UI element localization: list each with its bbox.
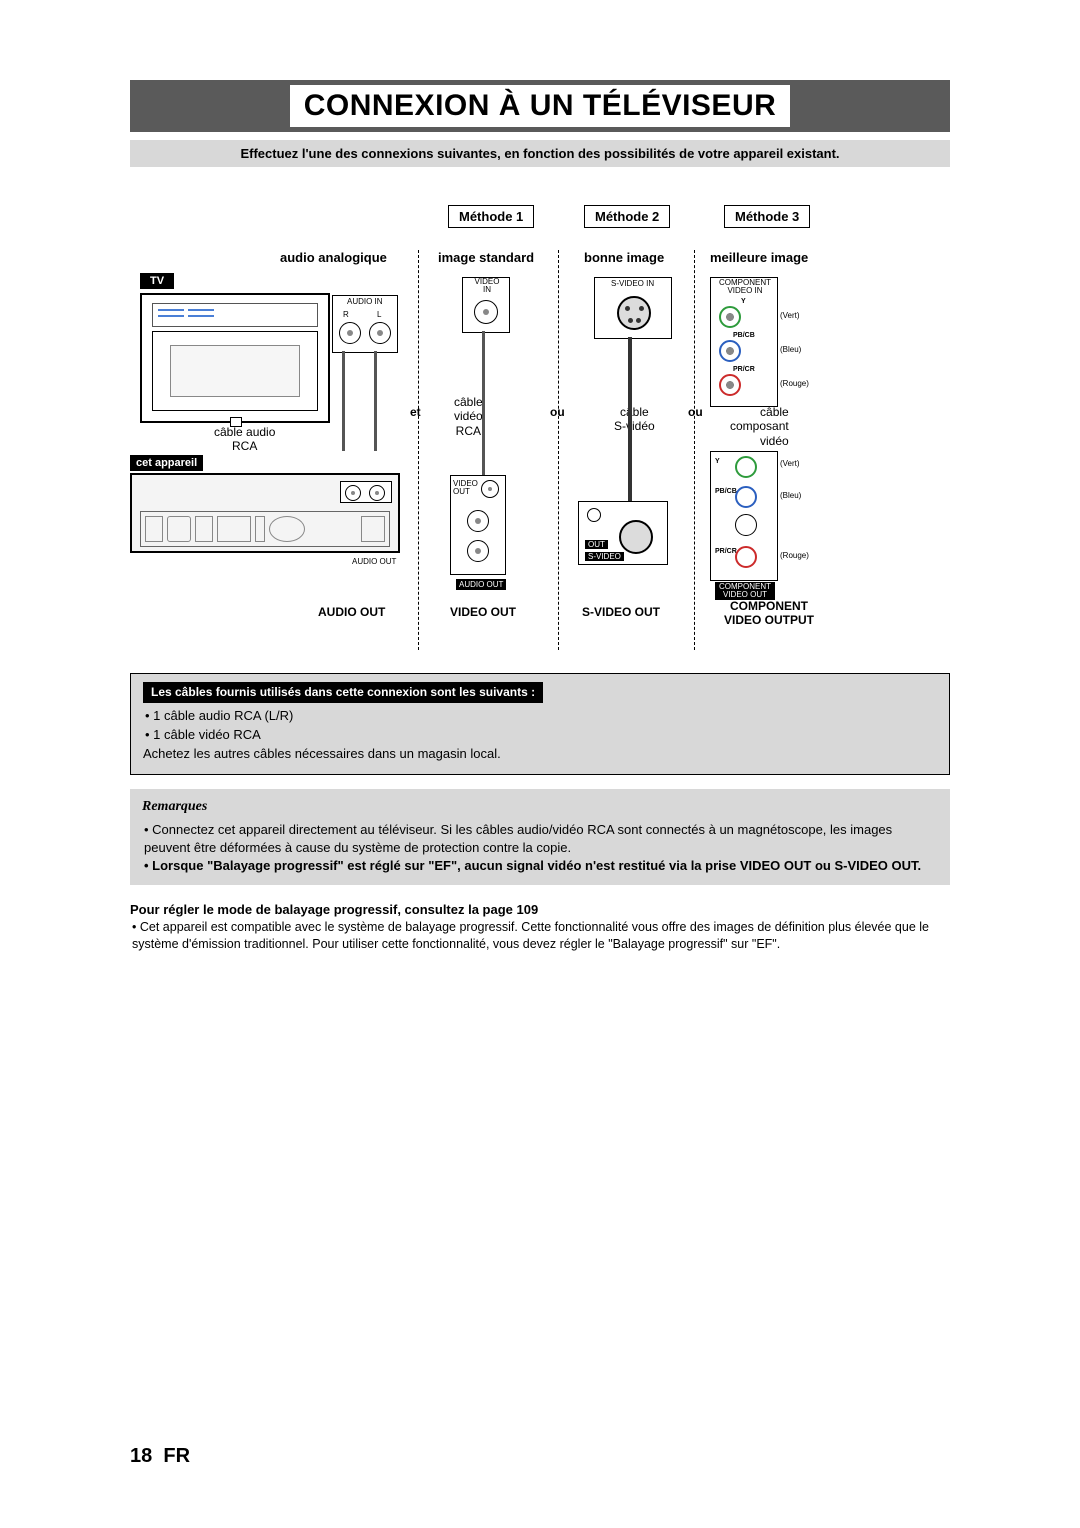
- page-number: 18: [130, 1445, 152, 1467]
- tv-illustration: [140, 293, 330, 423]
- remark-1: Connectez cet appareil directement au té…: [144, 821, 938, 857]
- prcr-label: PR/CR: [733, 366, 755, 373]
- cables-header: Les câbles fournis utilisés dans cette c…: [143, 682, 543, 703]
- audio-in-panel: AUDIO IN R L: [332, 295, 398, 353]
- rouge-label-2: (Rouge): [780, 551, 809, 560]
- bleu-label: (Bleu): [780, 345, 801, 354]
- component-in-panel: COMPONENTVIDEO IN Y PB/CB PR/CR: [710, 277, 778, 407]
- ou-label-1: ou: [550, 405, 565, 419]
- audio-in-label: AUDIO IN: [347, 297, 383, 306]
- audio-out-small: AUDIO OUT: [352, 557, 396, 566]
- device-illustration: [130, 473, 400, 553]
- svideo-in-panel: S-VIDEO IN: [594, 277, 672, 339]
- cable-item-1: 1 câble audio RCA (L/R): [145, 707, 937, 726]
- et-label: et: [410, 405, 421, 419]
- cable-audio-label: câble audioRCA: [214, 425, 275, 454]
- rouge-label: (Rouge): [780, 379, 809, 388]
- cables-note: Achetez les autres câbles nécessaires da…: [143, 745, 937, 764]
- video-out-label: VIDEO OUT: [450, 605, 516, 619]
- y-label: Y: [741, 298, 746, 305]
- page-lang: FR: [163, 1445, 190, 1467]
- intro-bar: Effectuez l'une des connexions suivantes…: [130, 140, 950, 167]
- tv-label: TV: [140, 273, 174, 289]
- supplied-cables-box: Les câbles fournis utilisés dans cette c…: [130, 673, 950, 775]
- video-out-panel: VIDEOOUT: [450, 475, 506, 575]
- r-label: R: [343, 310, 349, 319]
- video-in-label: VIDEOIN: [473, 278, 501, 294]
- audio-out-tag: AUDIO OUT: [456, 579, 506, 590]
- svideo-out-label: S-VIDEO OUT: [582, 605, 660, 619]
- bleu-label-2: (Bleu): [780, 491, 801, 500]
- pbcb-label: PB/CB: [733, 332, 755, 339]
- remark-2: Lorsque "Balayage progressif" est réglé …: [144, 857, 938, 875]
- col-best: meilleure image: [710, 250, 808, 265]
- progressive-section: Pour régler le mode de balayage progress…: [130, 901, 950, 952]
- component-in-label: COMPONENTVIDEO IN: [715, 279, 775, 295]
- title-bar: CONNEXION À UN TÉLÉVISEUR: [130, 80, 950, 132]
- progressive-header: Pour régler le mode de balayage progress…: [130, 901, 950, 919]
- page-footer: 18 FR: [130, 1445, 190, 1468]
- component-out-panel: Y PB/CB PR/CR COMPONENTVIDEO OUT: [710, 451, 778, 581]
- component-out-label: COMPONENTVIDEO OUTPUT: [714, 599, 824, 628]
- svideo-in-label: S-VIDEO IN: [611, 279, 654, 288]
- vert-label-2: (Vert): [780, 459, 800, 468]
- page-title: CONNEXION À UN TÉLÉVISEUR: [290, 85, 791, 127]
- remarks-header: Remarques: [142, 797, 938, 817]
- l-label: L: [377, 310, 381, 319]
- audio-out-label: AUDIO OUT: [318, 605, 385, 619]
- method-2-tag: Méthode 2: [584, 205, 670, 228]
- col-good: bonne image: [584, 250, 664, 265]
- cable-item-2: 1 câble vidéo RCA: [145, 726, 937, 745]
- connection-diagram: Méthode 1 Méthode 2 Méthode 3 audio anal…: [130, 195, 950, 665]
- method-3-tag: Méthode 3: [724, 205, 810, 228]
- col-audio: audio analogique: [280, 250, 387, 265]
- vert-label: (Vert): [780, 311, 800, 320]
- cable: [342, 351, 345, 451]
- divider: [418, 250, 419, 650]
- remarks-box: Remarques Connectez cet appareil directe…: [130, 789, 950, 885]
- cable: [374, 351, 377, 451]
- divider: [558, 250, 559, 650]
- cable-svideo-label: câbleS-vidéo: [614, 405, 655, 434]
- ou-label-2: ou: [688, 405, 703, 419]
- video-in-panel: VIDEOIN: [462, 277, 510, 333]
- cable-component-label: câblecomposantvidéo: [730, 405, 789, 448]
- method-1-tag: Méthode 1: [448, 205, 534, 228]
- device-label: cet appareil: [130, 455, 203, 471]
- col-standard: image standard: [438, 250, 534, 265]
- progressive-body: Cet appareil est compatible avec le syst…: [132, 919, 950, 953]
- divider: [694, 250, 695, 650]
- svideo-out-panel: OUT S-VIDEO: [578, 501, 668, 565]
- cable-video-label: câblevidéoRCA: [454, 395, 483, 438]
- cable: [628, 337, 632, 507]
